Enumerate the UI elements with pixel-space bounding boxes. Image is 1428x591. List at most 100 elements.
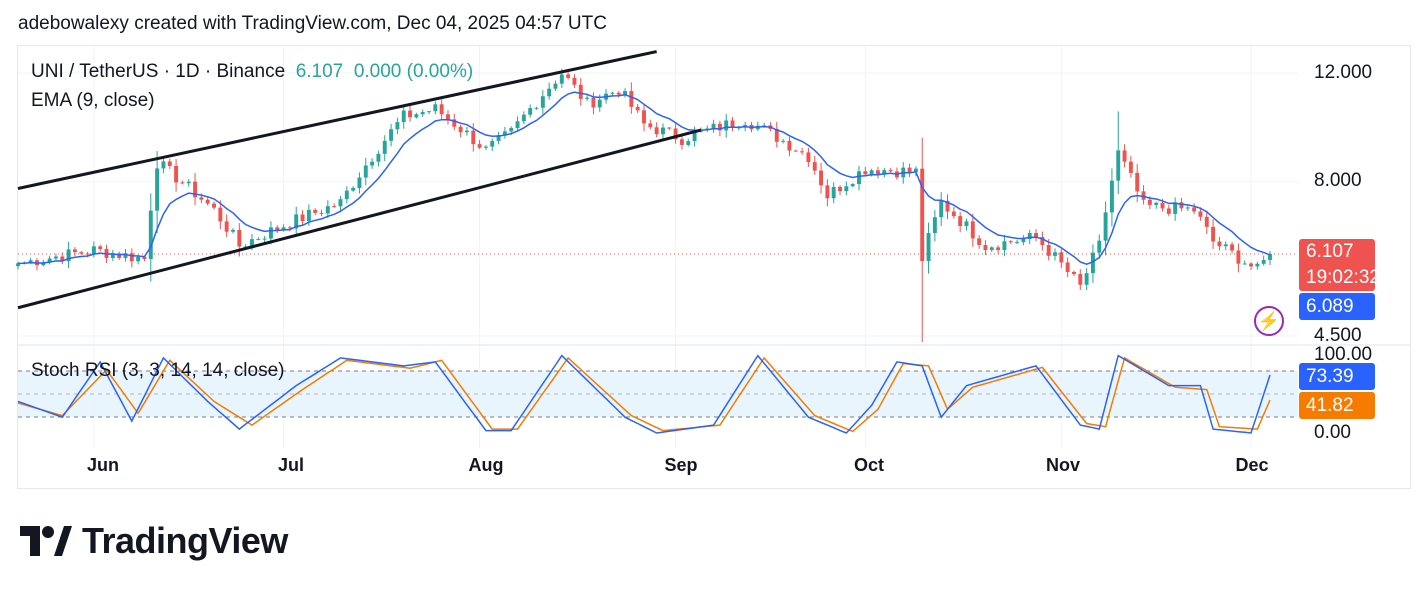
candle-body	[1217, 241, 1222, 247]
candle-body	[970, 221, 975, 239]
candle-body	[1135, 172, 1140, 192]
candle-body	[730, 120, 735, 128]
price-tick-12: 12.000	[1314, 62, 1373, 83]
candle-body	[964, 221, 969, 227]
candle-body	[212, 203, 216, 208]
candle-body	[79, 252, 84, 254]
price-tick-4-5: 4.500	[1314, 325, 1362, 346]
candle-body	[420, 111, 425, 115]
candle-body	[287, 227, 292, 229]
candle-body	[249, 239, 254, 247]
candle-body	[483, 146, 488, 148]
ema-value-tag: 6.089	[1299, 293, 1375, 320]
candle-body	[167, 161, 172, 166]
candle-body	[136, 256, 141, 262]
candle-body	[850, 184, 855, 187]
candle-body	[578, 84, 583, 99]
month-label: Aug	[468, 455, 504, 475]
candle-body	[66, 249, 71, 262]
candle-body	[155, 168, 160, 211]
candle-body	[623, 91, 627, 95]
candle-body	[16, 263, 20, 267]
candle-body	[490, 140, 495, 147]
candle-body	[382, 140, 387, 154]
stoch-tick-0: 0.00	[1314, 422, 1351, 443]
legend-symbol[interactable]: UNI / TetherUS · 1D · Binance	[31, 61, 286, 82]
candle-body	[566, 74, 571, 78]
bar-countdown: 19:02:32	[1306, 267, 1380, 288]
candle-body	[724, 120, 729, 131]
brand-name: TradingView	[82, 520, 288, 561]
stoch-tick-100: 100.00	[1314, 344, 1373, 365]
candle-body	[654, 127, 659, 135]
candle-body	[1166, 208, 1171, 214]
legend-change: 0.000 (0.00%)	[353, 61, 474, 82]
candle-body	[110, 253, 115, 258]
month-label: Nov	[1045, 455, 1081, 475]
tradingview-logo[interactable]: TradingView	[20, 520, 288, 562]
candle-body	[344, 190, 349, 200]
legend-last: 6.107	[295, 61, 344, 82]
candle-body	[1160, 202, 1165, 209]
candle-body	[1236, 250, 1241, 264]
candle-body	[1065, 262, 1070, 272]
tradingview-logo-icon	[20, 526, 72, 556]
legend-ema[interactable]: EMA (9, close)	[31, 90, 155, 111]
candle-body	[129, 253, 134, 262]
candle-body	[635, 106, 640, 111]
candle-body	[920, 168, 925, 262]
candle-body	[857, 171, 861, 185]
candle-body	[1090, 252, 1095, 274]
candle-body	[174, 165, 179, 183]
candle-body	[1249, 263, 1253, 267]
candle-body	[395, 122, 400, 130]
candle-body	[1008, 241, 1013, 243]
candle-body	[300, 214, 305, 222]
legend-symbol-row: UNI / TetherUS · 1D · Binance 6.107 0.00…	[31, 61, 473, 83]
candle-body	[123, 253, 128, 259]
candle-body	[376, 153, 381, 162]
legend-stoch[interactable]: Stoch RSI (3, 3, 14, 14, close)	[31, 360, 285, 381]
candle-body	[1122, 150, 1127, 162]
candle-body	[1198, 211, 1203, 217]
candle-body	[844, 186, 849, 192]
candle-body	[452, 119, 457, 127]
candle-body	[717, 123, 722, 131]
candle-body	[1109, 180, 1114, 213]
candle-body	[559, 74, 564, 84]
ema-line	[17, 91, 1271, 265]
candle-body	[414, 114, 419, 118]
candle-body	[989, 247, 994, 251]
candle-body	[1141, 191, 1146, 200]
candle-body	[692, 131, 697, 142]
candle-body	[28, 260, 33, 263]
candle-body	[231, 229, 235, 232]
channel-lower-line[interactable]	[17, 128, 702, 310]
candle-body	[521, 114, 526, 122]
candle-body	[199, 197, 204, 200]
candle-body	[53, 256, 58, 259]
candle-body	[98, 246, 103, 250]
candle-body	[1242, 263, 1247, 265]
candle-body	[642, 110, 646, 124]
candle-body	[1002, 241, 1007, 251]
candle-body	[1230, 244, 1235, 251]
candle-body	[667, 127, 672, 129]
candle-body	[983, 245, 988, 251]
candle-body	[996, 247, 1001, 251]
candle-body	[72, 249, 77, 253]
candle-body	[41, 262, 46, 266]
candle-body	[60, 256, 65, 262]
candle-body	[1027, 233, 1032, 239]
candle-body	[686, 141, 691, 145]
candle-body	[793, 150, 798, 152]
candle-body	[268, 227, 273, 239]
stoch-k-tag: 73.39	[1299, 363, 1375, 390]
month-label: Jul	[277, 455, 305, 475]
candle-body	[1268, 254, 1272, 260]
lightning-icon[interactable]: ⚡	[1254, 306, 1284, 336]
candle-body	[1040, 237, 1045, 246]
channel-upper-line[interactable]	[17, 50, 657, 190]
candle-body	[325, 206, 330, 214]
